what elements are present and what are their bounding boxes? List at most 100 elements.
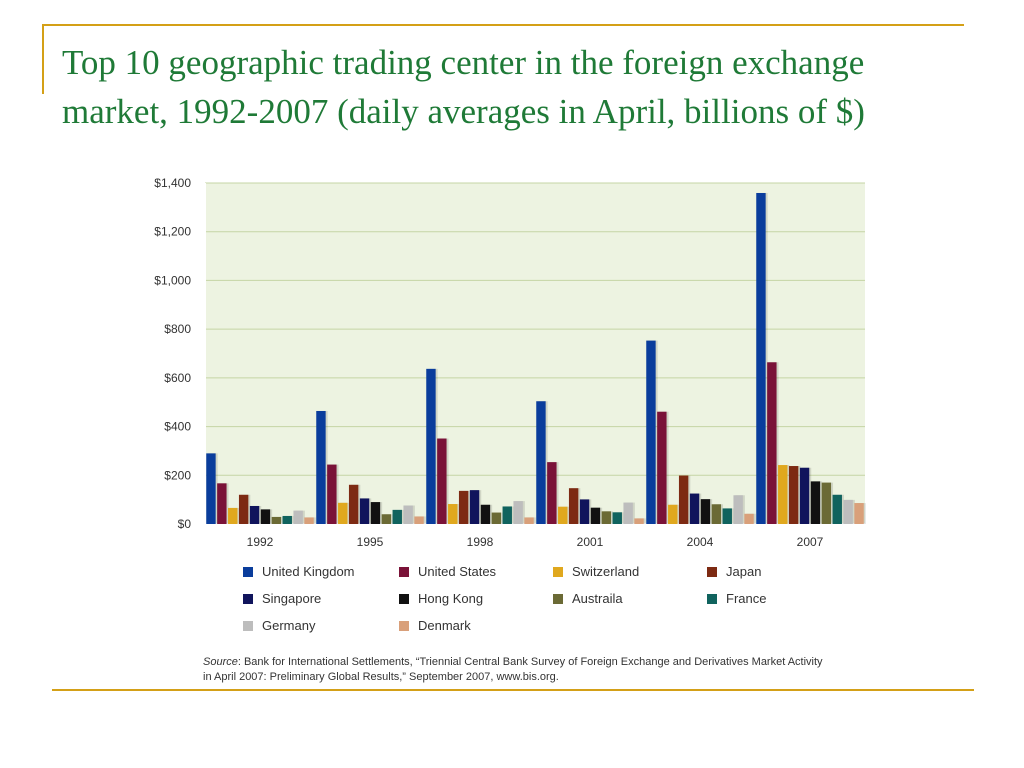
legend-swatch	[553, 566, 563, 577]
bar	[646, 340, 656, 524]
legend-label: France	[726, 591, 767, 606]
bar	[547, 462, 557, 524]
bar	[832, 494, 842, 524]
bar	[403, 505, 413, 524]
legend-item: Denmark	[399, 618, 471, 633]
bar	[249, 505, 260, 524]
bar	[370, 502, 381, 524]
legend-label: Switzerland	[572, 564, 640, 579]
legend-swatch	[243, 593, 253, 604]
bar	[448, 504, 458, 524]
legend-swatch	[707, 593, 717, 604]
bar	[228, 507, 238, 524]
bar	[414, 516, 424, 524]
legend-label: Austraila	[572, 591, 623, 606]
legend-item: Japan	[707, 564, 761, 579]
legend-swatch	[243, 620, 253, 631]
legend-swatch	[553, 593, 563, 604]
legend-item: Hong Kong	[399, 591, 483, 606]
y-tick-label: $1,000	[154, 273, 191, 287]
legend-swatch	[243, 566, 253, 577]
bar	[623, 502, 633, 524]
legend-swatch	[399, 593, 409, 604]
y-tick-label: $200	[164, 468, 191, 482]
legend-label: Japan	[726, 564, 762, 579]
bar	[668, 504, 678, 524]
bar	[513, 501, 523, 524]
bar	[756, 192, 766, 524]
bar	[821, 482, 832, 524]
bar	[338, 502, 348, 524]
bar	[293, 510, 303, 524]
y-tick-label: $400	[164, 420, 191, 434]
bar	[502, 506, 512, 524]
legend-item: United States	[399, 564, 496, 579]
bar	[689, 493, 700, 524]
bar	[491, 512, 502, 524]
bar	[536, 401, 546, 524]
bar	[778, 465, 788, 524]
bar	[524, 517, 534, 524]
bar	[854, 503, 864, 524]
bar	[282, 515, 292, 524]
bar	[634, 518, 644, 524]
legend-item: France	[707, 591, 766, 606]
bar	[426, 368, 436, 524]
bar	[217, 483, 227, 524]
bar	[601, 511, 612, 524]
legend-label: United States	[418, 564, 497, 579]
x-tick-label: 2001	[577, 535, 604, 549]
x-tick-label: 1992	[247, 535, 274, 549]
y-tick-label: $800	[164, 322, 191, 336]
bar	[590, 507, 601, 524]
bar	[744, 513, 754, 524]
bar	[480, 504, 491, 524]
legend-label: Singapore	[262, 591, 322, 606]
bar	[260, 509, 271, 524]
bar	[700, 499, 711, 524]
bar	[579, 499, 590, 524]
legend-label: Denmark	[418, 618, 471, 633]
legend-swatch	[399, 566, 409, 577]
bar	[304, 517, 314, 524]
bar	[469, 490, 480, 524]
bar	[437, 438, 447, 524]
bar	[788, 466, 799, 524]
bar	[657, 411, 667, 524]
bar	[843, 499, 853, 524]
bar	[381, 514, 392, 524]
bar	[799, 467, 810, 524]
bar	[612, 512, 622, 524]
bar	[810, 481, 821, 524]
x-tick-label: 2007	[797, 535, 824, 549]
bar	[458, 490, 469, 524]
bar	[568, 488, 579, 524]
y-tick-label: $1,200	[154, 225, 191, 239]
legend-item: Switzerland	[553, 564, 639, 579]
bar	[348, 484, 359, 524]
bar	[722, 508, 732, 524]
bar	[327, 464, 337, 524]
x-tick-label: 1998	[467, 535, 494, 549]
plot-area	[205, 183, 865, 524]
legend-swatch	[399, 620, 409, 631]
top-rule	[42, 24, 964, 26]
source-note: Source: Bank for International Settlemen…	[203, 655, 823, 685]
legend-item: Austraila	[553, 591, 623, 606]
legend-label: United Kingdom	[262, 564, 355, 579]
bottom-rule	[52, 689, 974, 691]
source-text: : Bank for International Settlements, “T…	[203, 656, 823, 683]
slide-title: Top 10 geographic trading center in the …	[62, 43, 865, 131]
legend-item: Germany	[243, 618, 315, 633]
bar	[206, 453, 216, 524]
y-tick-label: $1,400	[154, 176, 191, 190]
bar	[392, 509, 402, 524]
bar	[678, 475, 689, 524]
bar	[271, 516, 282, 524]
bar	[359, 498, 370, 524]
legend-item: Singapore	[243, 591, 321, 606]
legend-swatch	[707, 566, 717, 577]
legend-item: United Kingdom	[243, 564, 355, 579]
source-label: Source	[203, 656, 238, 668]
